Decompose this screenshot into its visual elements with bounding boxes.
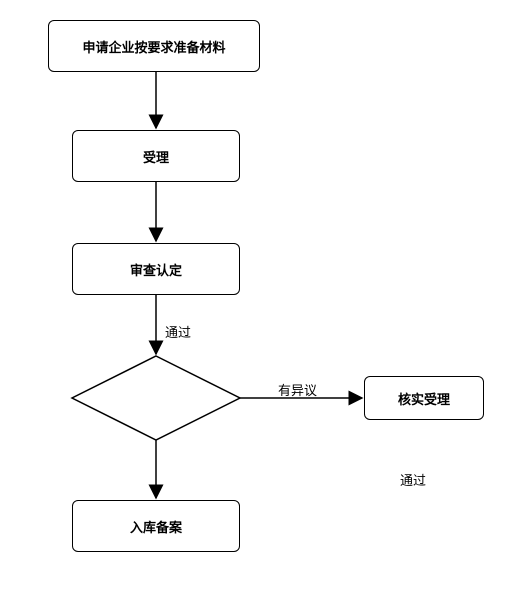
node-review: 审查认定 bbox=[72, 243, 240, 295]
node-archive: 入库备案 bbox=[72, 500, 240, 552]
node-label: 申请企业按要求准备材料 bbox=[82, 37, 225, 56]
node-publicity-label-wrap: 公示 bbox=[72, 356, 240, 440]
node-prepare-materials: 申请企业按要求准备材料 bbox=[48, 20, 260, 72]
node-accept: 受理 bbox=[72, 130, 240, 182]
floating-label-pass: 通过 bbox=[400, 470, 426, 489]
node-verify-accept: 核实受理 bbox=[364, 376, 484, 420]
node-label: 入库备案 bbox=[130, 517, 182, 536]
node-label: 受理 bbox=[143, 147, 169, 166]
edge-label-objection: 有异议 bbox=[278, 380, 317, 399]
node-label: 审查认定 bbox=[130, 260, 182, 279]
node-label: 公示 bbox=[143, 389, 169, 408]
edge-label-pass: 通过 bbox=[165, 322, 191, 341]
node-label: 核实受理 bbox=[398, 389, 450, 408]
